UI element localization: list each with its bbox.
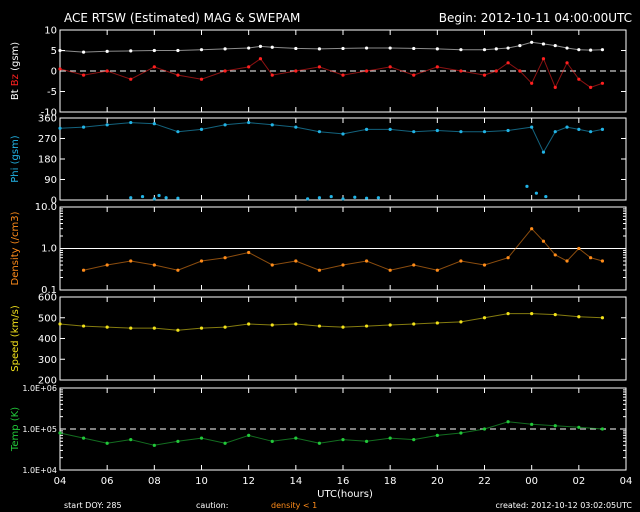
density-point-density <box>600 259 605 263</box>
x-tick-label: 08 <box>148 476 161 487</box>
mag-ylabel-part: (gsm) <box>10 42 21 74</box>
mag-ytick-label: 10 <box>44 26 57 37</box>
start-doy-label: start DOY: 285 <box>64 501 122 510</box>
temp-series-line-temp <box>59 421 603 446</box>
x-tick-label: 02 <box>572 476 585 487</box>
phi-point-phi-low <box>152 197 156 201</box>
phi-point-phi-low <box>329 194 333 199</box>
phi-point-phi-low <box>544 194 548 199</box>
density-ylabel: Density (/cm3) <box>10 211 21 285</box>
temp-ylabel-part: Temp (K) <box>10 407 21 452</box>
speed-ytick-label: 500 <box>38 313 57 324</box>
temp-point-temp <box>600 427 605 431</box>
x-tick-label: 14 <box>289 476 302 487</box>
panel-phi: 0 90 180 270 360 Phi (gsm) <box>10 114 627 207</box>
caution-label: caution: <box>196 501 228 510</box>
x-axis-label: UTC(hours) <box>317 489 373 500</box>
density-ytick-label: 1.0 <box>41 244 57 255</box>
phi-ytick-label: 90 <box>44 175 57 186</box>
phi-point-phi-low <box>157 193 161 198</box>
density-ylabel-part: Density (/cm3) <box>10 211 21 285</box>
x-tick-label: 12 <box>242 476 255 487</box>
x-tick-label: 06 <box>101 476 114 487</box>
temp-point-temp <box>58 431 62 435</box>
mag-ytick-label: -10 <box>41 108 57 119</box>
phi-series-line-phi <box>59 122 603 154</box>
created-timestamp: created: 2012-10-12 03:02:05UTC <box>495 501 632 510</box>
mag-ylabel: Bt Bz (gsm) <box>10 42 21 100</box>
speed-point-speed <box>58 322 62 326</box>
phi-point-phi-low <box>525 184 529 188</box>
speed-ytick-label: 400 <box>38 334 57 345</box>
phi-ytick-label: 0 <box>51 196 57 207</box>
phi-ytick-label: 180 <box>38 155 57 166</box>
phi-point-phi-low <box>306 197 310 201</box>
mag-ytick-label: 5 <box>51 46 57 57</box>
panels-group: -10 -5 0 5 10 Bt Bz (gsm) 0 90 180 270 360 Phi (gsm… <box>10 26 627 475</box>
mag-series-line-bz <box>59 57 603 89</box>
density-point-density <box>81 268 86 272</box>
speed-ytick-label: 200 <box>38 376 57 387</box>
speed-ylabel: Speed (km/s) <box>10 305 21 372</box>
temp-ytick-label: 1.0E+04 <box>22 466 57 475</box>
speed-series-line-speed <box>59 313 603 331</box>
phi-point-phi <box>600 127 605 131</box>
mag-ylabel-part: Bt <box>10 89 21 100</box>
density-ytick-label: 10.0 <box>35 202 57 213</box>
mag-ytick-label: -5 <box>47 87 57 98</box>
figure-title: ACE RTSW (Estimated) MAG & SWEPAM <box>64 11 300 25</box>
x-tick-label: 16 <box>337 476 350 487</box>
mag-ylabel-part: Bz <box>10 74 21 89</box>
phi-point-phi-low <box>341 197 345 201</box>
panel-temp: 1.0E+04 1.0E+05 1.0E+06 Temp (K) <box>10 384 627 475</box>
panel-density: 0.1 1.0 10.0 Density (/cm3) <box>10 202 627 296</box>
mag-point-bt <box>600 48 605 52</box>
phi-point-phi-low <box>176 196 180 200</box>
mag-series-line-bt <box>59 41 603 53</box>
phi-point-phi-low <box>534 191 538 195</box>
x-tick-label: 10 <box>195 476 208 487</box>
x-tick-label: 04 <box>620 476 633 487</box>
phi-point-phi-low <box>164 196 168 200</box>
x-axis: 04 06 08 10 12 14 16 18 20 22 00 02 04 <box>54 476 633 487</box>
phi-ylabel-part: Phi (gsm) <box>10 135 21 183</box>
x-tick-label: 20 <box>431 476 444 487</box>
density-ytick-label: 0.1 <box>41 285 57 296</box>
temp-ytick-label: 1.0E+05 <box>22 425 57 434</box>
phi-point-phi-low <box>317 196 322 200</box>
speed-ytick-label: 600 <box>38 293 57 304</box>
phi-point-phi-low <box>376 196 380 200</box>
phi-ytick-label: 360 <box>38 114 57 125</box>
phi-point-phi-low <box>140 194 145 199</box>
x-tick-label: 18 <box>384 476 397 487</box>
panel-speed: 200 300 400 500 600 Speed (km/s) <box>10 293 627 387</box>
begin-time-label: Begin: 2012-10-11 04:00:00UTC <box>439 11 632 25</box>
temp-ylabel: Temp (K) <box>10 407 21 452</box>
x-tick-label: 00 <box>525 476 538 487</box>
phi-point-phi-low <box>364 196 369 200</box>
x-tick-label: 04 <box>54 476 67 487</box>
phi-ylabel: Phi (gsm) <box>10 135 21 183</box>
phi-point-phi-low <box>129 196 133 200</box>
density-series-line-density <box>83 227 603 271</box>
speed-ylabel-part: Speed (km/s) <box>10 305 21 372</box>
speed-ytick-label: 300 <box>38 355 57 366</box>
density-caution-note: density < 1 <box>271 501 317 510</box>
mag-ytick-label: 0 <box>51 67 57 78</box>
phi-ytick-label: 270 <box>38 134 57 145</box>
x-tick-label: 22 <box>478 476 491 487</box>
speed-point-speed <box>600 316 605 320</box>
phi-point-phi-low <box>353 195 357 199</box>
panel-mag: -10 -5 0 5 10 Bt Bz (gsm) <box>10 26 627 119</box>
temp-ytick-label: 1.0E+06 <box>22 384 57 393</box>
